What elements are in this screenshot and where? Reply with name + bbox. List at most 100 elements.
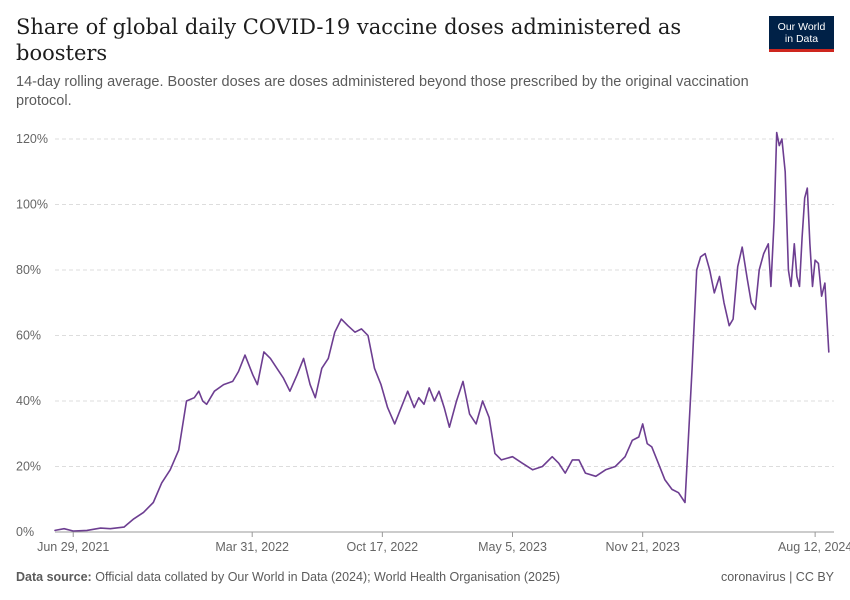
- logo-line-2: in Data: [784, 33, 819, 45]
- data-point: [781, 138, 783, 140]
- data-point: [161, 482, 163, 484]
- data-point: [551, 456, 553, 458]
- data-point: [270, 358, 272, 360]
- data-point: [522, 462, 524, 464]
- data-point: [751, 302, 753, 304]
- data-point: [54, 530, 56, 532]
- data-point: [809, 243, 811, 245]
- data-point: [709, 269, 711, 271]
- data-point: [501, 459, 503, 461]
- data-point: [321, 368, 323, 370]
- data-point: [714, 292, 716, 294]
- data-point: [585, 472, 587, 474]
- data-point: [296, 374, 298, 376]
- data-point: [624, 456, 626, 458]
- data-point: [206, 404, 208, 406]
- data-point: [801, 237, 803, 239]
- y-tick-label: 0%: [16, 525, 34, 539]
- data-point: [564, 472, 566, 474]
- data-point: [814, 259, 816, 261]
- y-tick-label: 60%: [16, 329, 41, 343]
- data-point: [309, 384, 311, 386]
- data-point: [796, 276, 798, 278]
- x-tick-label: Jun 29, 2021: [37, 540, 109, 554]
- data-point: [423, 404, 425, 406]
- logo-line-1: Our World: [777, 21, 826, 33]
- data-point: [100, 527, 102, 529]
- data-point: [737, 266, 739, 268]
- data-point: [456, 400, 458, 402]
- data-point: [238, 371, 240, 373]
- data-point: [632, 440, 634, 442]
- y-tick-label: 40%: [16, 394, 41, 408]
- data-point: [110, 528, 112, 530]
- data-point: [434, 400, 436, 402]
- data-point: [741, 246, 743, 248]
- data-point: [728, 325, 730, 327]
- data-point: [646, 443, 648, 445]
- data-point: [413, 407, 415, 409]
- data-point: [72, 530, 74, 532]
- data-point: [595, 476, 597, 478]
- data-point: [605, 469, 607, 471]
- data-point: [341, 318, 343, 320]
- data-point: [276, 368, 278, 370]
- x-tick-label: Nov 21, 2023: [605, 540, 679, 554]
- data-point: [763, 253, 765, 255]
- data-point: [328, 358, 330, 360]
- data-point: [807, 187, 809, 189]
- data-point: [394, 423, 396, 425]
- data-point: [812, 286, 814, 288]
- data-point: [532, 469, 534, 471]
- x-tick-label: Mar 31, 2022: [215, 540, 289, 554]
- x-tick-label: Aug 12, 2024: [778, 540, 850, 554]
- data-point: [263, 351, 265, 353]
- x-tick-label: Oct 17, 2022: [347, 540, 419, 554]
- series-line: [54, 131, 830, 532]
- data-point: [615, 466, 617, 468]
- data-point: [63, 528, 65, 530]
- data-point: [347, 325, 349, 327]
- data-point: [776, 132, 778, 134]
- data-point: [169, 469, 171, 471]
- data-point: [380, 384, 382, 386]
- data-point: [303, 358, 305, 360]
- data-point: [638, 436, 640, 438]
- data-point: [818, 263, 820, 265]
- data-point: [723, 302, 725, 304]
- data-point: [315, 397, 317, 399]
- data-point: [651, 446, 653, 448]
- data-point: [374, 368, 376, 370]
- data-point: [407, 390, 409, 392]
- data-point: [418, 397, 420, 399]
- data-point: [784, 171, 786, 173]
- license-text[interactable]: coronavirus | CC BY: [720, 570, 834, 584]
- data-point: [178, 449, 180, 451]
- data-point: [572, 459, 574, 461]
- y-tick-label: 100%: [16, 198, 48, 212]
- data-point: [512, 456, 514, 458]
- data-point: [194, 397, 196, 399]
- data-point: [770, 286, 772, 288]
- data-point: [821, 295, 823, 297]
- data-point: [438, 390, 440, 392]
- data-point: [768, 243, 770, 245]
- data-point: [214, 390, 216, 392]
- data-point: [475, 423, 477, 425]
- data-point: [86, 530, 88, 532]
- data-point: [223, 384, 225, 386]
- data-point: [799, 286, 801, 288]
- data-point: [578, 459, 580, 461]
- data-point: [828, 351, 830, 353]
- data-point: [790, 286, 792, 288]
- owid-logo[interactable]: Our World in Data: [769, 16, 834, 52]
- data-point: [542, 466, 544, 468]
- data-point: [133, 518, 135, 520]
- data-point: [704, 253, 706, 255]
- y-tick-label: 120%: [16, 132, 48, 146]
- data-point: [732, 318, 734, 320]
- data-point: [367, 335, 369, 337]
- data-point: [691, 368, 693, 370]
- data-point: [824, 282, 826, 284]
- footer: Data source: Official data collated by O…: [16, 570, 834, 584]
